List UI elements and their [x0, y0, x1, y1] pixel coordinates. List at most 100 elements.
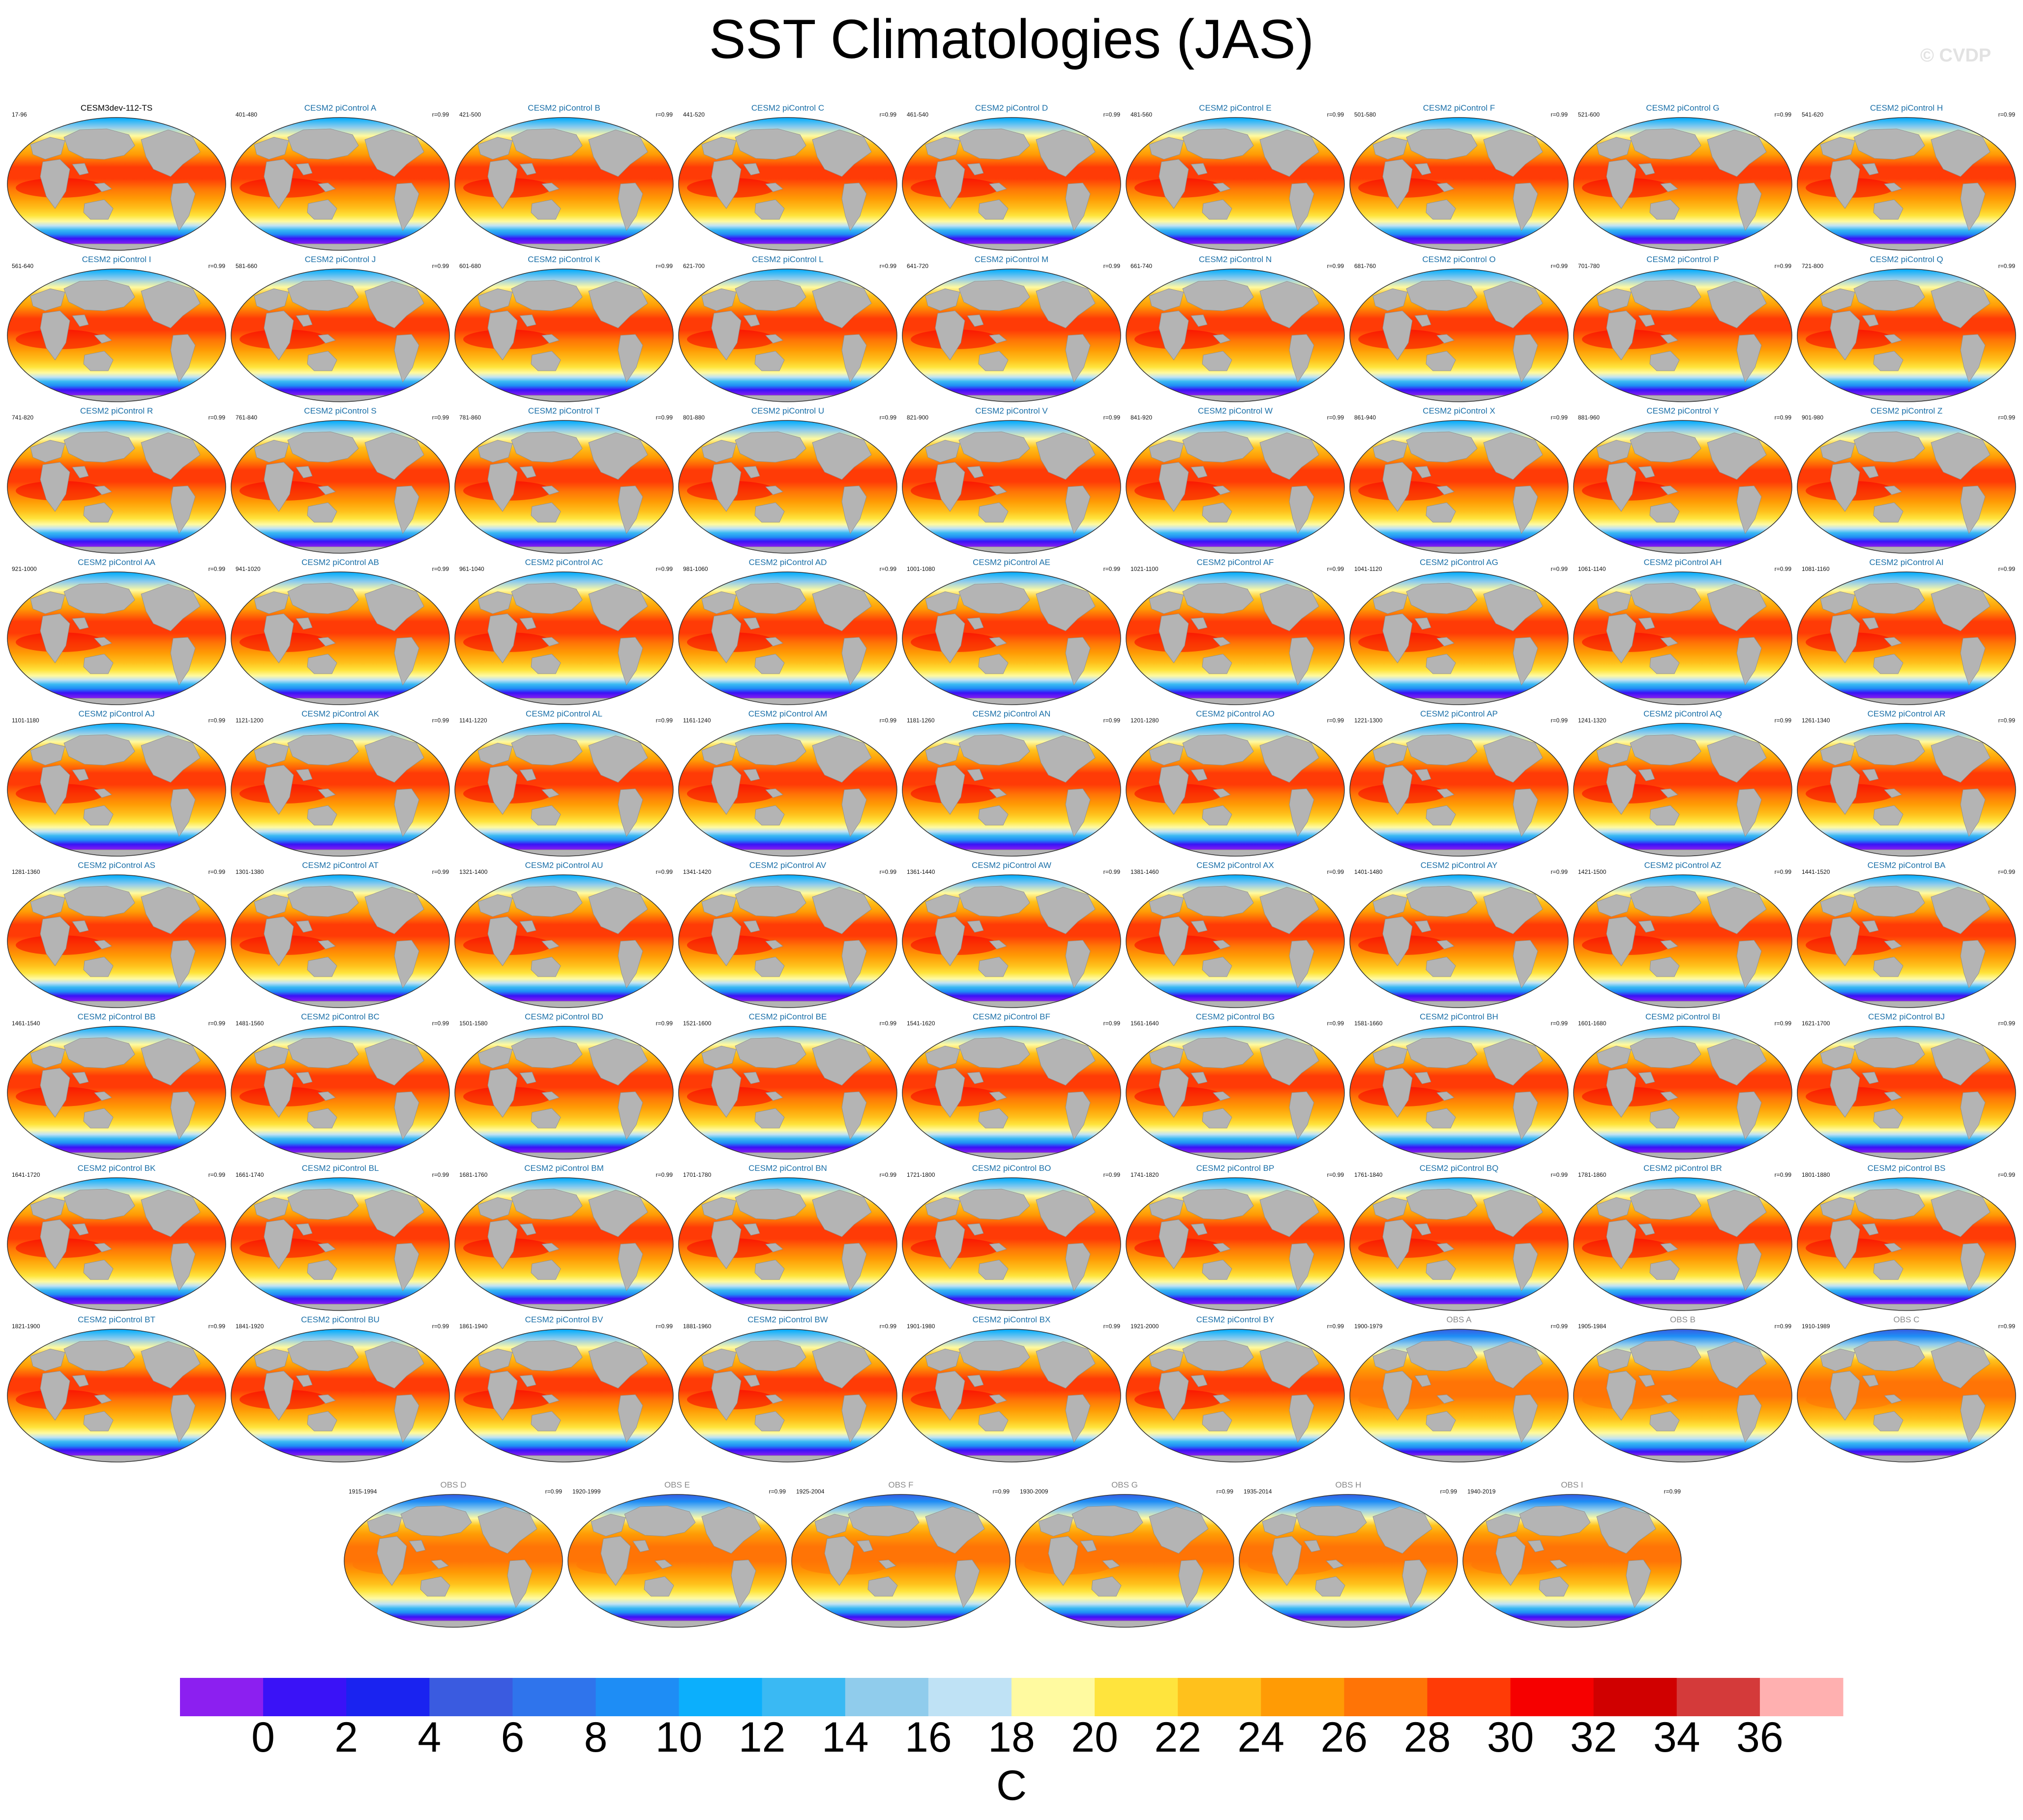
land-india — [1414, 466, 1431, 478]
panel-title: CESM2 piControl BB — [77, 1012, 156, 1021]
land-africa — [711, 765, 742, 815]
land-south-america — [1065, 182, 1091, 231]
panel-years: 1261-1340 — [1802, 717, 1830, 724]
map-area — [1574, 875, 1792, 1008]
land-africa — [1830, 1219, 1860, 1269]
land-india — [296, 769, 313, 781]
map-panel: CESM2 piControl AB 941-1020 r=0.99 — [230, 558, 451, 707]
land-maritime — [541, 940, 560, 950]
land-south-america — [1289, 334, 1314, 383]
land-asia — [1182, 1037, 1254, 1069]
land-europe — [254, 743, 289, 766]
land-europe — [701, 1045, 737, 1069]
panel-correlation: r=0.99 — [1998, 1323, 2015, 1330]
land-africa — [711, 462, 742, 512]
land-europe — [1372, 1197, 1408, 1220]
map-outline — [1349, 1177, 1569, 1311]
map-panel: CESM2 piControl J 581-660 r=0.99 — [230, 255, 451, 404]
land-north-america — [1259, 432, 1319, 480]
land-south-america — [170, 334, 196, 383]
map-panel: CESM2 piControl AE 1001-1080 r=0.99 — [901, 558, 1122, 707]
colorbar-swatch — [263, 1678, 347, 1716]
land-europe — [30, 288, 65, 311]
map-panel: CESM2 piControl M 641-720 r=0.99 — [901, 255, 1122, 404]
land-north-america — [141, 1190, 201, 1237]
land-india — [296, 1374, 313, 1387]
land-india — [967, 1072, 984, 1084]
land-india — [1414, 1374, 1431, 1387]
land-maritime — [1660, 1243, 1678, 1253]
land-north-america — [812, 735, 872, 783]
land-asia — [287, 431, 359, 463]
panel-correlation: r=0.99 — [655, 1323, 673, 1330]
panel-years: 1001-1080 — [907, 566, 935, 572]
map-svg — [1573, 117, 1792, 251]
map-outline — [567, 1494, 787, 1628]
panel-correlation: r=0.99 — [1998, 1020, 2015, 1027]
map-outline — [1573, 420, 1792, 554]
panel-years: 901-980 — [1802, 414, 1824, 421]
land-north-america — [1036, 1038, 1096, 1086]
land-south-america — [618, 1091, 643, 1140]
land-maritime — [94, 182, 112, 192]
map-outline — [454, 1026, 674, 1160]
land-europe — [254, 137, 289, 160]
panel-title: CESM2 piControl AI — [1869, 558, 1944, 567]
land-south-america — [1513, 182, 1538, 231]
map-panel: CESM2 piControl I 561-640 r=0.99 — [6, 255, 227, 404]
land-south-america — [1736, 1394, 1762, 1443]
land-antarctica — [1015, 1620, 1234, 1627]
land-north-america — [1483, 281, 1543, 328]
map-area — [1574, 1329, 1792, 1462]
land-india — [296, 314, 313, 327]
land-asia — [1630, 886, 1701, 917]
land-south-america — [841, 182, 867, 231]
panel-years: 1781-1860 — [1578, 1171, 1606, 1178]
panel-title: CESM2 piControl BY — [1196, 1315, 1275, 1324]
land-antarctica — [1239, 1620, 1458, 1627]
land-asia — [958, 280, 1030, 311]
land-asia — [287, 583, 359, 614]
map-panel: CESM2 piControl AY 1401-1480 r=0.99 — [1348, 861, 1570, 1010]
land-asia — [1182, 886, 1254, 917]
panel-correlation: r=0.99 — [1550, 1020, 1568, 1027]
panel-title: CESM2 piControl BO — [972, 1164, 1051, 1173]
land-india — [1414, 769, 1431, 781]
land-north-america — [1483, 129, 1543, 177]
map-area — [1126, 269, 1344, 402]
map-panel: CESM2 piControl AC 961-1040 r=0.99 — [453, 558, 675, 707]
map-svg — [678, 723, 897, 857]
land-maritime — [541, 182, 560, 192]
map-panel: CESM2 piControl P 701-780 r=0.99 — [1572, 255, 1793, 404]
land-maritime — [541, 485, 560, 495]
map-svg — [1797, 1026, 2016, 1160]
map-area — [7, 1178, 226, 1311]
map-outline — [1126, 571, 1345, 705]
map-svg — [1349, 1026, 1569, 1160]
map-svg — [902, 117, 1121, 251]
map-svg — [454, 1329, 674, 1462]
panel-correlation: r=0.99 — [1550, 717, 1568, 724]
colorbar-tick-label: 28 — [1403, 1714, 1451, 1761]
panel-years: 1061-1140 — [1578, 566, 1606, 572]
land-africa — [711, 1371, 742, 1421]
map-area — [679, 1329, 897, 1462]
land-maritime — [1660, 788, 1678, 798]
map-svg — [454, 1026, 674, 1160]
land-australia — [978, 956, 1009, 977]
land-africa — [711, 916, 742, 966]
map-svg — [7, 1026, 226, 1160]
land-africa — [264, 1219, 294, 1269]
panel-title: CESM2 piControl BR — [1643, 1164, 1722, 1173]
panel-correlation: r=0.99 — [1550, 111, 1568, 118]
land-australia — [307, 654, 337, 674]
panel-correlation: r=0.99 — [432, 1171, 449, 1178]
land-north-america — [1931, 584, 1991, 631]
map-area — [231, 1026, 449, 1159]
land-australia — [1426, 805, 1456, 826]
map-outline — [7, 420, 226, 554]
panel-correlation: r=0.99 — [208, 717, 225, 724]
land-india — [1638, 617, 1655, 630]
land-europe — [1372, 743, 1408, 766]
land-australia — [1649, 502, 1680, 523]
